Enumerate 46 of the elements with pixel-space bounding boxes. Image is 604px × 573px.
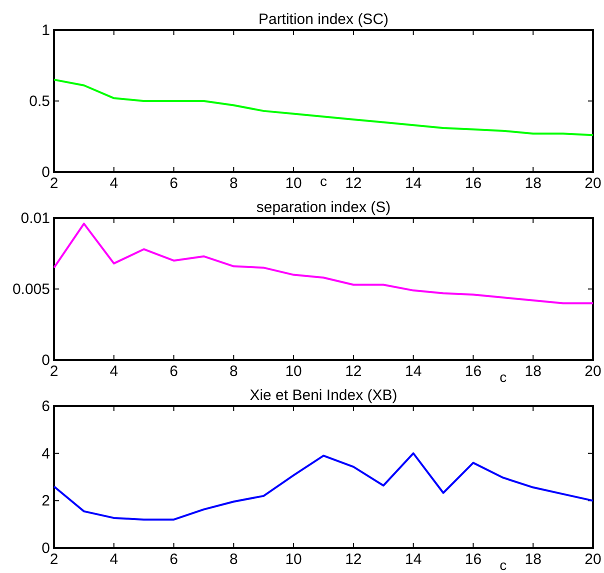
- x-tick-label: 10: [285, 175, 302, 192]
- x-tick-label: 20: [584, 175, 602, 192]
- x-axis-title: c: [500, 369, 507, 385]
- x-tick-label: 4: [110, 551, 118, 568]
- x-tick-label: 10: [285, 363, 302, 380]
- x-tick-label: 16: [464, 551, 482, 568]
- y-tick-label: 0: [42, 352, 50, 369]
- x-tick-label: 16: [464, 175, 482, 192]
- line-series: [53, 78, 594, 136]
- x-tick-label: 4: [110, 363, 118, 380]
- chart-title: Partition index (SC): [258, 11, 389, 28]
- x-tick-label: 20: [584, 551, 602, 568]
- x-tick-label: 4: [110, 175, 118, 192]
- y-tick-label: 0.01: [20, 210, 50, 227]
- x-tick-label: 18: [524, 551, 542, 568]
- y-tick-label: 0: [42, 164, 50, 181]
- x-tick-label: 8: [229, 363, 238, 380]
- x-tick-label: 6: [170, 175, 178, 192]
- x-tick-label: 6: [170, 363, 178, 380]
- y-tick-label: 1: [42, 22, 50, 39]
- x-tick-label: 12: [345, 175, 362, 192]
- y-tick-label: 6: [42, 398, 50, 415]
- x-tick-label: 8: [229, 175, 238, 192]
- x-tick-label: 16: [464, 363, 482, 380]
- x-tick-label: 10: [285, 551, 302, 568]
- x-tick-label: 6: [170, 551, 178, 568]
- x-tick-label: 14: [404, 551, 422, 568]
- x-tick-label: 20: [584, 363, 602, 380]
- x-tick-label: 14: [404, 175, 422, 192]
- x-tick-label: 12: [345, 363, 362, 380]
- x-tick-label: 18: [524, 175, 542, 192]
- chart-title: separation index (S): [256, 199, 391, 216]
- x-axis-title: c: [320, 173, 327, 189]
- x-axis-title: c: [500, 557, 507, 573]
- x-tick-label: 18: [524, 363, 542, 380]
- y-tick-label: 0.005: [12, 281, 50, 298]
- y-tick-label: 0.5: [29, 93, 50, 110]
- x-tick-label: 12: [345, 551, 362, 568]
- y-tick-label: 4: [42, 445, 50, 462]
- x-tick-label: 8: [229, 551, 238, 568]
- x-tick-label: 14: [404, 363, 422, 380]
- line-series: [53, 452, 594, 521]
- y-tick-label: 2: [42, 492, 50, 510]
- line-series: [53, 222, 594, 304]
- chart-title: Xie et Beni Index (XB): [250, 387, 398, 404]
- y-tick-label: 0: [42, 540, 50, 557]
